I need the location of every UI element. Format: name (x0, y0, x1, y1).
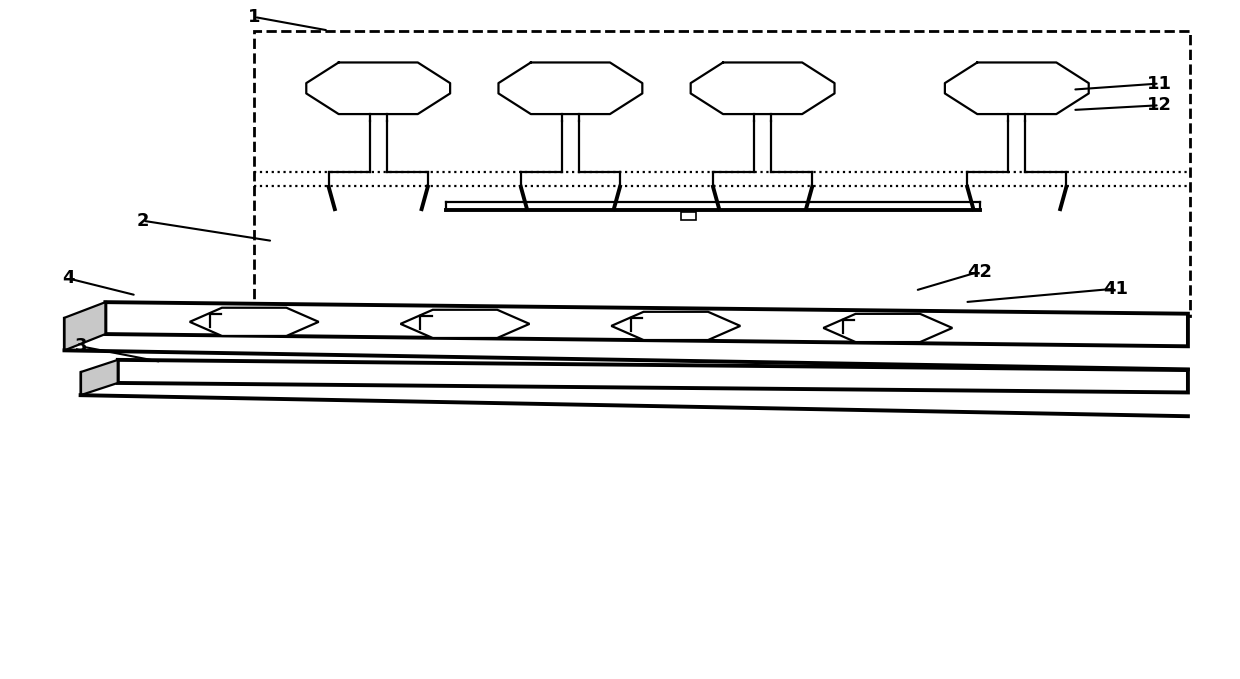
Bar (681, 212, 696, 220)
Polygon shape (105, 302, 1188, 346)
Text: 11: 11 (1147, 75, 1172, 92)
Polygon shape (64, 302, 105, 350)
Polygon shape (118, 360, 1188, 392)
Polygon shape (401, 310, 529, 338)
Polygon shape (823, 314, 952, 342)
Text: 42: 42 (967, 263, 992, 280)
Bar (254, 31, 1190, 316)
Text: 41: 41 (1104, 280, 1128, 297)
Text: 2: 2 (136, 212, 149, 230)
Text: 12: 12 (1147, 96, 1172, 114)
Polygon shape (190, 308, 319, 336)
Text: 1: 1 (248, 8, 260, 26)
Polygon shape (611, 312, 740, 340)
Polygon shape (81, 360, 118, 395)
Text: 3: 3 (74, 337, 87, 355)
Text: 4: 4 (62, 270, 74, 287)
